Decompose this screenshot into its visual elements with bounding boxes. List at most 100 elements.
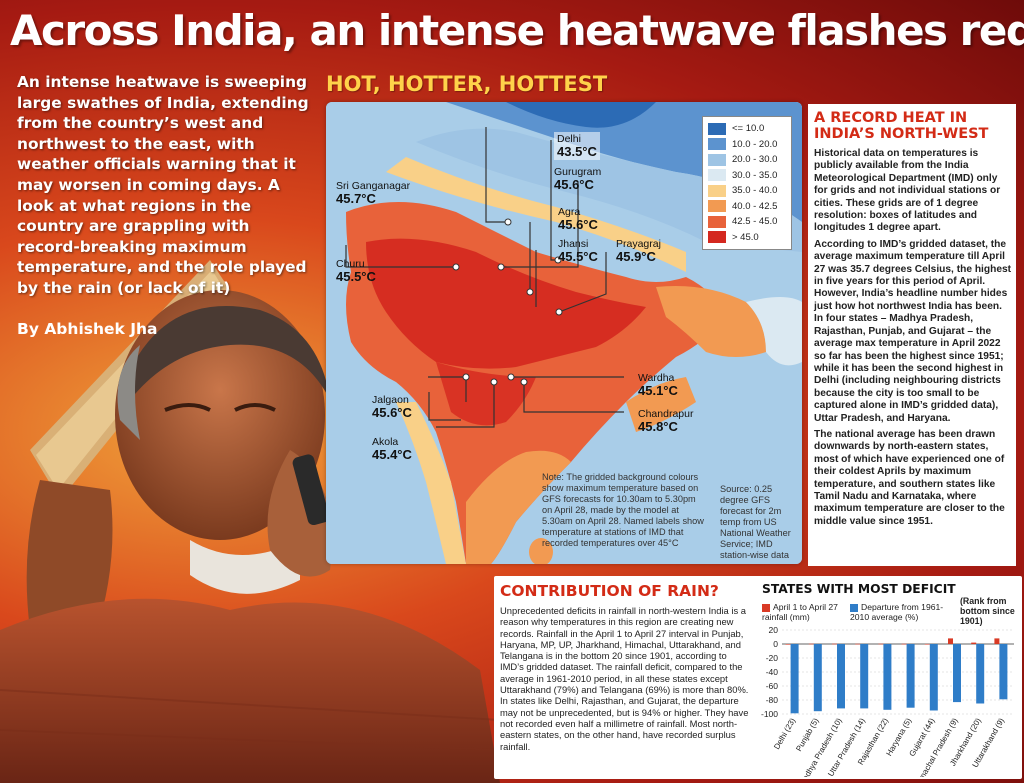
bar-departure: [813, 644, 822, 712]
heatwave-photo: [0, 260, 500, 783]
station-churu: Churu 45.5°C: [336, 258, 376, 284]
station-wardha: Wardha 45.1°C: [638, 372, 678, 398]
legend-swatch-rainfall: [762, 603, 770, 612]
legend-swatch: [708, 153, 726, 166]
y-tick-label: 20: [769, 625, 779, 635]
bar-rainfall: [785, 644, 791, 645]
map-source: Source: 0.25 degree GFS forecast for 2m …: [720, 484, 791, 560]
station-jhansi: Jhansi 45.5°C: [558, 238, 598, 264]
y-tick-label: -80: [766, 695, 779, 705]
bar-departure: [790, 644, 799, 714]
record-paragraph: The national average has been drawn down…: [814, 428, 1005, 527]
station-temp: 45.6°C: [554, 177, 594, 192]
station-temp: 45.6°C: [372, 405, 412, 420]
station-chandrapur: Chandrapur 45.8°C: [638, 408, 693, 434]
legend-swatch: [708, 231, 726, 244]
station-jalgaon: Jalgaon 45.6°C: [372, 394, 412, 420]
legend-label: 10.0 - 20.0: [732, 138, 778, 150]
legend-row: 42.5 - 45.0: [708, 214, 786, 230]
legend-rainfall: April 1 to April 27 rainfall (mm): [762, 602, 848, 622]
legend-row: <= 10.0: [708, 121, 786, 137]
legend-swatch: [708, 169, 726, 182]
station-name: Gurugram: [554, 166, 602, 178]
bar-departure: [999, 644, 1008, 700]
temperature-legend: <= 10.0 10.0 - 20.0 20.0 - 30.0 30.0 - 3…: [702, 116, 792, 250]
legend-label: > 45.0: [732, 231, 759, 243]
legend-row: 30.0 - 35.0: [708, 168, 786, 184]
photo-credit: PIC: Sanjeev Verma/HT: [575, 767, 666, 777]
legend-swatch: [708, 184, 726, 197]
station-delhi: Delhi 43.5°C: [554, 132, 600, 160]
station-agra: Agra 45.6°C: [558, 206, 598, 232]
legend-row: > 45.0: [708, 230, 786, 246]
record-paragraph: Historical data on temperatures is publi…: [814, 148, 1001, 234]
station-name: Sri Ganganagar: [336, 180, 411, 192]
legend-swatch: [708, 122, 726, 135]
legend-row: 10.0 - 20.0: [708, 137, 786, 153]
station-name: Jalgaon: [372, 394, 409, 406]
legend-row: 35.0 - 40.0: [708, 183, 786, 199]
bar-departure: [976, 644, 985, 704]
legend-swatch: [708, 200, 726, 213]
station-temp: 45.5°C: [558, 249, 598, 264]
rain-text: Unprecedented deficits in rainfall in no…: [500, 605, 749, 752]
legend-label: 20.0 - 30.0: [732, 154, 778, 166]
legend-row: 40.0 - 42.5: [708, 199, 786, 215]
bar-departure: [860, 644, 869, 709]
station-temp: 45.5°C: [336, 269, 376, 284]
station-name: Churu: [336, 258, 365, 270]
headline: Across India, an intense heatwave flashe…: [10, 6, 1024, 55]
station-akola: Akola 45.4°C: [372, 436, 412, 462]
bar-rainfall: [924, 643, 930, 645]
legend-rainfall-label: April 1 to April 27 rainfall (mm): [762, 602, 838, 622]
station-name: Prayagraj: [616, 238, 661, 250]
legend-departure-label: Departure from 1961-2010 average (%): [850, 602, 944, 622]
station-sri-ganganagar: Sri Ganganagar 45.7°C: [336, 180, 410, 206]
rain-title: CONTRIBUTION OF RAIN?: [500, 582, 719, 600]
station-name: Wardha: [638, 372, 675, 384]
rank-note: (Rank from bottom since 1901): [960, 596, 1015, 626]
bar-rainfall: [808, 643, 814, 645]
category-label: Delhi (23): [772, 716, 797, 751]
station-temp: 43.5°C: [557, 144, 597, 159]
legend-label: <= 10.0: [732, 123, 765, 135]
bar-rainfall: [832, 643, 837, 645]
record-heat-panel: A RECORD HEAT IN INDIA’S NORTH-WEST Hist…: [808, 104, 1016, 566]
bar-departure: [906, 644, 915, 708]
legend-label: 35.0 - 40.0: [732, 185, 778, 197]
bar-departure: [883, 644, 892, 710]
deficit-chart: STATES WITH MOST DEFICIT April 1 to Apri…: [756, 578, 1020, 777]
category-label: Punjab (5): [794, 716, 820, 753]
station-temp: 45.4°C: [372, 447, 412, 462]
y-tick-label: 0: [773, 639, 778, 649]
y-tick-label: -60: [766, 681, 779, 691]
station-temp: 45.6°C: [558, 217, 598, 232]
map-title: HOT, HOTTER, HOTTEST: [326, 72, 608, 96]
station-name: Agra: [558, 206, 581, 218]
intro-text: An intense heatwave is sweeping large sw…: [17, 73, 309, 297]
station-name: Jhansi: [558, 238, 589, 250]
bar-rainfall: [994, 638, 1000, 644]
legend-label: 30.0 - 35.0: [732, 169, 778, 181]
station-temp: 45.8°C: [638, 419, 678, 434]
station-temp: 45.1°C: [638, 383, 678, 398]
record-heat-text: Historical data on temperatures is publi…: [814, 148, 1012, 528]
bar-rainfall: [901, 643, 907, 645]
chart-title: STATES WITH MOST DEFICIT: [762, 582, 956, 596]
legend-swatch: [708, 138, 726, 151]
map-panel: <= 10.0 10.0 - 20.0 20.0 - 30.0 30.0 - 3…: [326, 102, 802, 564]
bar-rainfall: [855, 643, 861, 645]
rain-panel: CONTRIBUTION OF RAIN? Unprecedented defi…: [494, 576, 1022, 779]
legend-swatch-departure: [850, 603, 858, 612]
legend-label: 40.0 - 42.5: [732, 200, 778, 212]
station-gurugram: Gurugram 45.6°C: [554, 166, 601, 192]
station-name: Delhi: [557, 133, 581, 145]
bar-rainfall: [878, 643, 884, 645]
legend-row: 20.0 - 30.0: [708, 152, 786, 168]
y-tick-label: -20: [766, 653, 779, 663]
bar-departure: [837, 644, 845, 709]
station-prayagraj: Prayagraj 45.9°C: [616, 238, 661, 264]
bar-departure: [953, 644, 961, 703]
byline: By Abhishek Jha: [17, 320, 158, 338]
